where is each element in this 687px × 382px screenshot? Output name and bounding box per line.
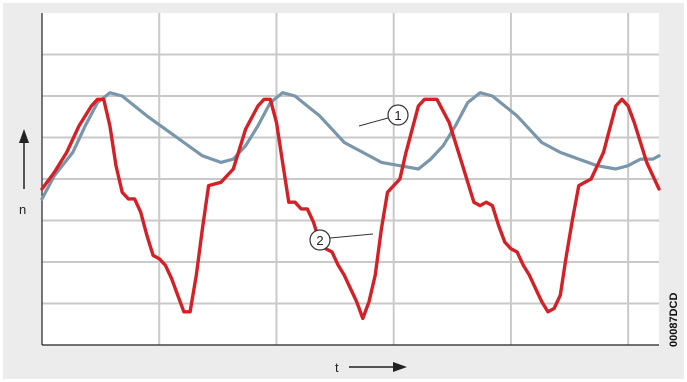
figure-code: 00087DCD xyxy=(668,293,680,347)
callout-label-2: 2 xyxy=(316,233,323,248)
series-group xyxy=(40,91,661,321)
callout-leader-2 xyxy=(329,233,374,239)
axes xyxy=(19,13,659,372)
series-line-2 xyxy=(40,97,661,321)
callout-circle-2 xyxy=(309,229,331,251)
callouts: 12 xyxy=(309,104,409,251)
callout-label-1: 1 xyxy=(394,108,401,123)
grid xyxy=(42,13,659,345)
y-axis-label: n xyxy=(19,202,26,217)
axis-labels: n t 00087DCD xyxy=(19,202,680,375)
callout-circle-1 xyxy=(387,104,409,126)
y-axis-arrow-head xyxy=(19,129,29,143)
x-axis-arrow-head xyxy=(393,362,407,372)
series-line-1 xyxy=(40,91,661,201)
callout-leader-1 xyxy=(358,117,389,127)
x-axis-label: t xyxy=(335,360,339,375)
line-chart: 12 n t 00087DCD xyxy=(19,13,680,375)
